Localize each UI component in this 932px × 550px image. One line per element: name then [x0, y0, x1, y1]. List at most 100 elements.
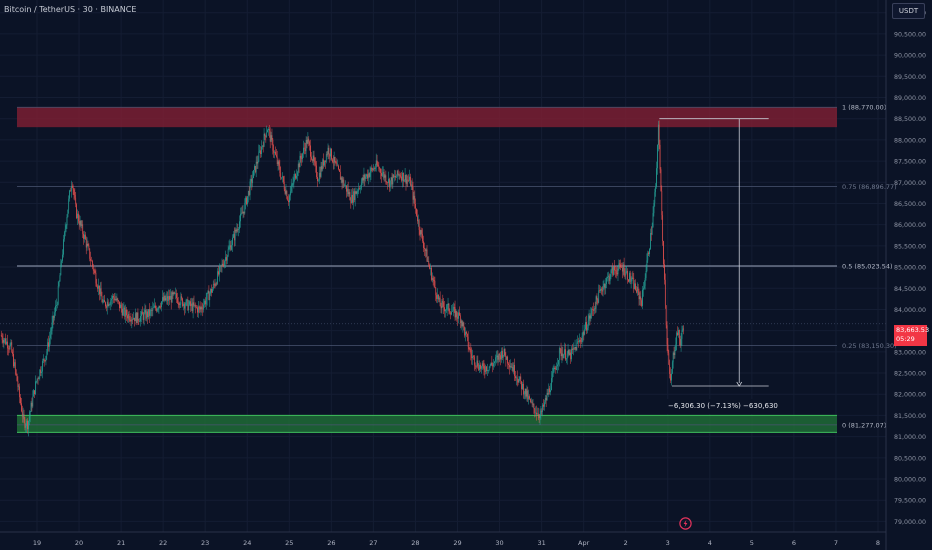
candle-body	[121, 308, 123, 316]
candle-body	[532, 404, 534, 405]
candle-body	[134, 313, 136, 322]
candle-body	[148, 309, 149, 318]
currency-button[interactable]: USDT	[892, 3, 925, 19]
candle-body	[659, 144, 661, 170]
lightning-icon[interactable]	[679, 517, 692, 530]
candle-body	[115, 299, 117, 301]
candle-body	[613, 266, 614, 276]
candle-body	[85, 239, 87, 248]
candle-body	[270, 135, 272, 142]
candle-body	[402, 172, 403, 181]
candle-body	[261, 146, 262, 155]
candle-body	[202, 308, 204, 310]
candle-body	[519, 376, 521, 379]
candle-body	[167, 296, 169, 301]
candle-body	[40, 369, 42, 373]
candle-body	[487, 370, 488, 371]
candle-body	[351, 194, 353, 204]
candle-body	[164, 295, 166, 301]
candle-body	[327, 147, 329, 155]
candle-body	[398, 174, 400, 176]
candle-body	[256, 161, 258, 164]
candle-body	[477, 360, 479, 368]
candle-body	[353, 191, 355, 201]
candle-body	[282, 176, 284, 182]
candle-body	[294, 174, 296, 178]
fib-level-label: 0.5 (85,023.54)	[842, 263, 893, 271]
candle-body	[677, 332, 678, 336]
candle-body	[569, 352, 571, 356]
candle-body	[648, 252, 650, 255]
price-axis-tick: 84,500.00	[894, 286, 926, 293]
candle-body	[565, 349, 566, 360]
candle-body	[227, 249, 229, 256]
candle-body	[324, 160, 325, 166]
candle-body	[251, 179, 253, 184]
candle-body	[229, 245, 231, 248]
candle-body	[32, 396, 34, 407]
candle-body	[60, 262, 62, 276]
candle-body	[379, 168, 381, 170]
candle-body	[456, 311, 458, 317]
candle-body	[206, 292, 208, 300]
candle-body	[304, 147, 305, 149]
time-axis-tick: 29	[453, 539, 461, 547]
candle-body	[619, 263, 621, 265]
candle-body	[664, 279, 666, 306]
candle-body	[466, 333, 468, 337]
candle-body	[69, 190, 70, 199]
candle-body	[468, 347, 470, 350]
price-axis-tick: 89,500.00	[894, 74, 926, 81]
candle-body	[293, 177, 295, 184]
candle-body	[448, 303, 450, 312]
candle-body	[240, 212, 242, 214]
price-axis-tick: 88,500.00	[894, 116, 926, 123]
time-axis-tick: 5	[750, 539, 754, 547]
candle-body	[35, 381, 37, 382]
candle-body	[98, 285, 99, 289]
fib-level-label: 0 (81,277.07)	[842, 421, 886, 429]
candle-body	[326, 154, 328, 155]
candle-body	[651, 226, 653, 235]
candle-body	[599, 290, 600, 292]
candle-body	[45, 355, 47, 361]
candle-body	[574, 346, 576, 349]
candle-body	[55, 305, 56, 313]
candle-body	[120, 304, 122, 309]
candle-body	[139, 321, 141, 323]
fib-level-label: 0.25 (83,150.30)	[842, 342, 897, 350]
candle-body	[407, 179, 409, 181]
candle-body	[582, 331, 584, 337]
candle-body	[54, 312, 56, 318]
candle-body	[465, 331, 466, 336]
candle-body	[271, 135, 273, 140]
candle-body	[100, 288, 102, 297]
candle-body	[341, 177, 343, 183]
candle-body	[332, 159, 333, 162]
candle-body	[147, 311, 148, 318]
candle-body	[638, 290, 640, 300]
candle-body	[149, 310, 151, 316]
candle-body	[520, 376, 522, 382]
time-axis-tick: 20	[75, 539, 83, 547]
candle-body	[53, 315, 55, 318]
candle-body	[220, 265, 222, 267]
candle-body	[425, 249, 427, 252]
candle-body	[281, 177, 282, 179]
candle-body	[247, 190, 249, 197]
candle-body	[297, 163, 299, 173]
candle-body	[414, 195, 416, 204]
candle-body	[566, 353, 568, 359]
candle-body	[373, 168, 374, 171]
candle-body	[533, 404, 535, 409]
time-axis-tick: 7	[834, 539, 838, 547]
candle-body	[140, 316, 141, 322]
candle-body	[579, 339, 580, 343]
candle-body	[667, 344, 669, 354]
candle-body	[228, 247, 230, 250]
candle-body	[71, 186, 73, 187]
candle-body	[263, 133, 265, 147]
candle-body	[174, 292, 176, 294]
candle-body	[644, 277, 646, 286]
